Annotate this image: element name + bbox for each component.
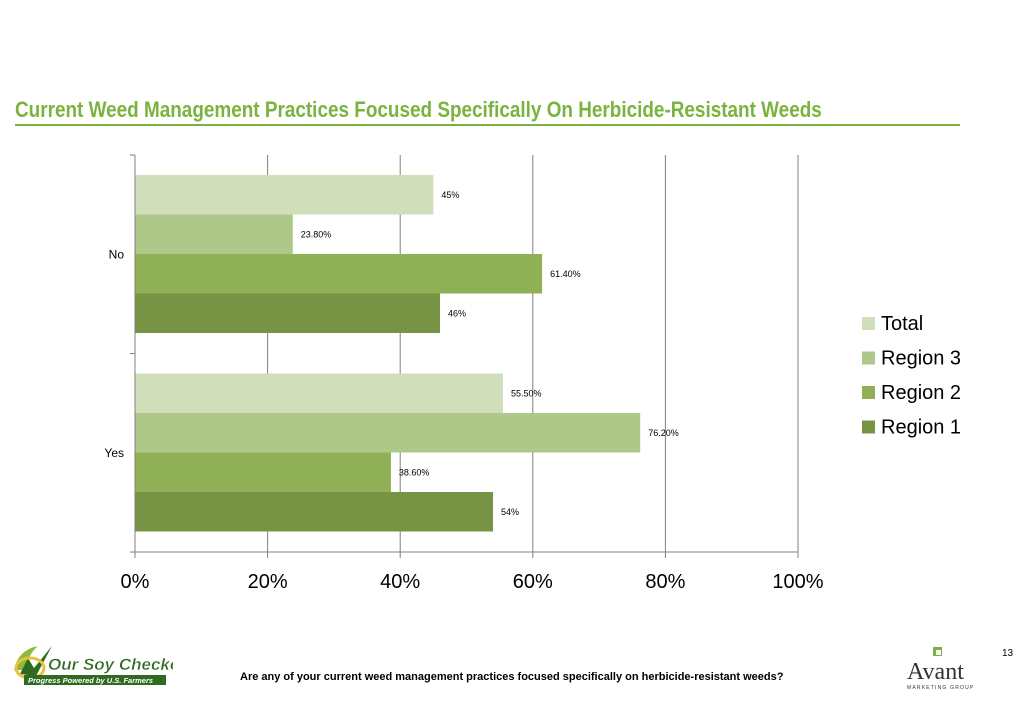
x-tick-label: 20% xyxy=(248,571,288,593)
bar xyxy=(135,492,494,532)
x-tick-label: 0% xyxy=(121,571,150,593)
legend-label: Total xyxy=(881,313,923,335)
legend-label: Region 3 xyxy=(881,348,961,370)
legend-swatch xyxy=(862,420,875,434)
title-underline xyxy=(15,124,960,126)
bar xyxy=(135,214,293,254)
data-label: 76.20% xyxy=(648,428,679,438)
x-tick-label: 60% xyxy=(513,571,553,593)
category-label: No xyxy=(109,247,125,261)
svg-text:Avant: Avant xyxy=(907,659,964,685)
bar xyxy=(135,254,543,294)
data-label: 38.60% xyxy=(399,467,430,477)
svg-text:Progress Powered by U.S. Farme: Progress Powered by U.S. Farmers xyxy=(28,676,153,685)
legend-swatch xyxy=(862,317,875,330)
x-tick-label: 100% xyxy=(772,571,823,593)
bar xyxy=(135,373,503,413)
data-label: 55.50% xyxy=(511,388,542,398)
svg-text:MARKETING GROUP: MARKETING GROUP xyxy=(907,685,973,691)
x-tick-label: 40% xyxy=(380,571,420,593)
legend-swatch xyxy=(862,386,875,399)
svg-text:Our Soy Checkoff: Our Soy Checkoff xyxy=(48,655,173,674)
data-label: 46% xyxy=(448,308,466,318)
bar-chart: 45%23.80%61.40%46%55.50%76.20%38.60%54% … xyxy=(104,154,961,593)
slide-title: Current Weed Management Practices Focuse… xyxy=(15,97,822,122)
legend-label: Region 1 xyxy=(881,417,961,439)
data-label: 45% xyxy=(441,190,459,200)
page-number: 13 xyxy=(1002,648,1014,659)
legend-label: Region 2 xyxy=(881,382,961,404)
legend-swatch xyxy=(862,351,875,365)
axes: 0% 20% 40% 60% 80% 100% No Yes xyxy=(104,154,824,593)
data-label: 54% xyxy=(501,507,519,517)
category-label: Yes xyxy=(104,446,124,460)
avant-logo: Avant MARKETING GROUP xyxy=(907,647,973,691)
soy-checkoff-logo: Our Soy Checkoff Progress Powered by U.S… xyxy=(14,646,173,685)
bar xyxy=(135,293,440,333)
survey-question: Are any of your current weed management … xyxy=(240,671,784,683)
x-tick-label: 80% xyxy=(645,571,685,593)
bar xyxy=(135,452,391,492)
bar xyxy=(135,175,434,215)
legend: Total Region 3 Region 2 Region 1 xyxy=(862,313,961,439)
bars: 45% 23.80% 61.40% 46% 55.50% 76.20% 38.60% 54% xyxy=(135,175,679,532)
data-label: 61.40% xyxy=(550,269,581,279)
bar xyxy=(135,413,641,453)
data-label: 23.80% xyxy=(301,229,332,239)
